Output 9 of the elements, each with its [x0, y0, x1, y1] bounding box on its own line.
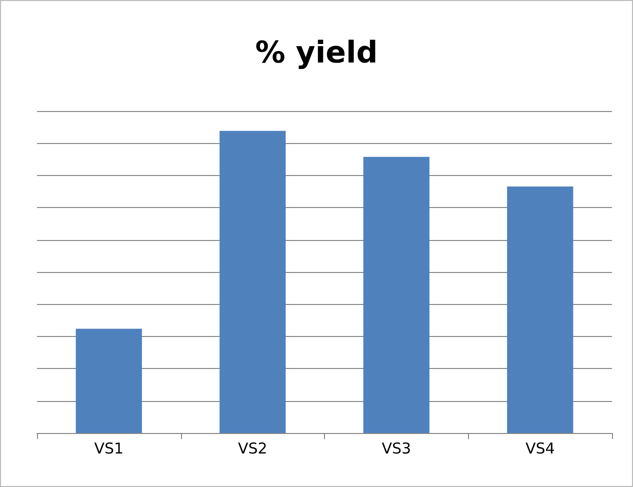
x-tick-label: VS4	[525, 440, 555, 458]
chart-title: % yield	[255, 36, 378, 70]
x-tick-label: VS2	[238, 440, 268, 458]
bar	[363, 156, 430, 433]
bar	[76, 328, 142, 433]
bar	[507, 186, 574, 433]
x-tick-label: VS1	[94, 440, 124, 458]
bar	[220, 130, 286, 433]
x-tick-label: VS3	[382, 440, 412, 458]
